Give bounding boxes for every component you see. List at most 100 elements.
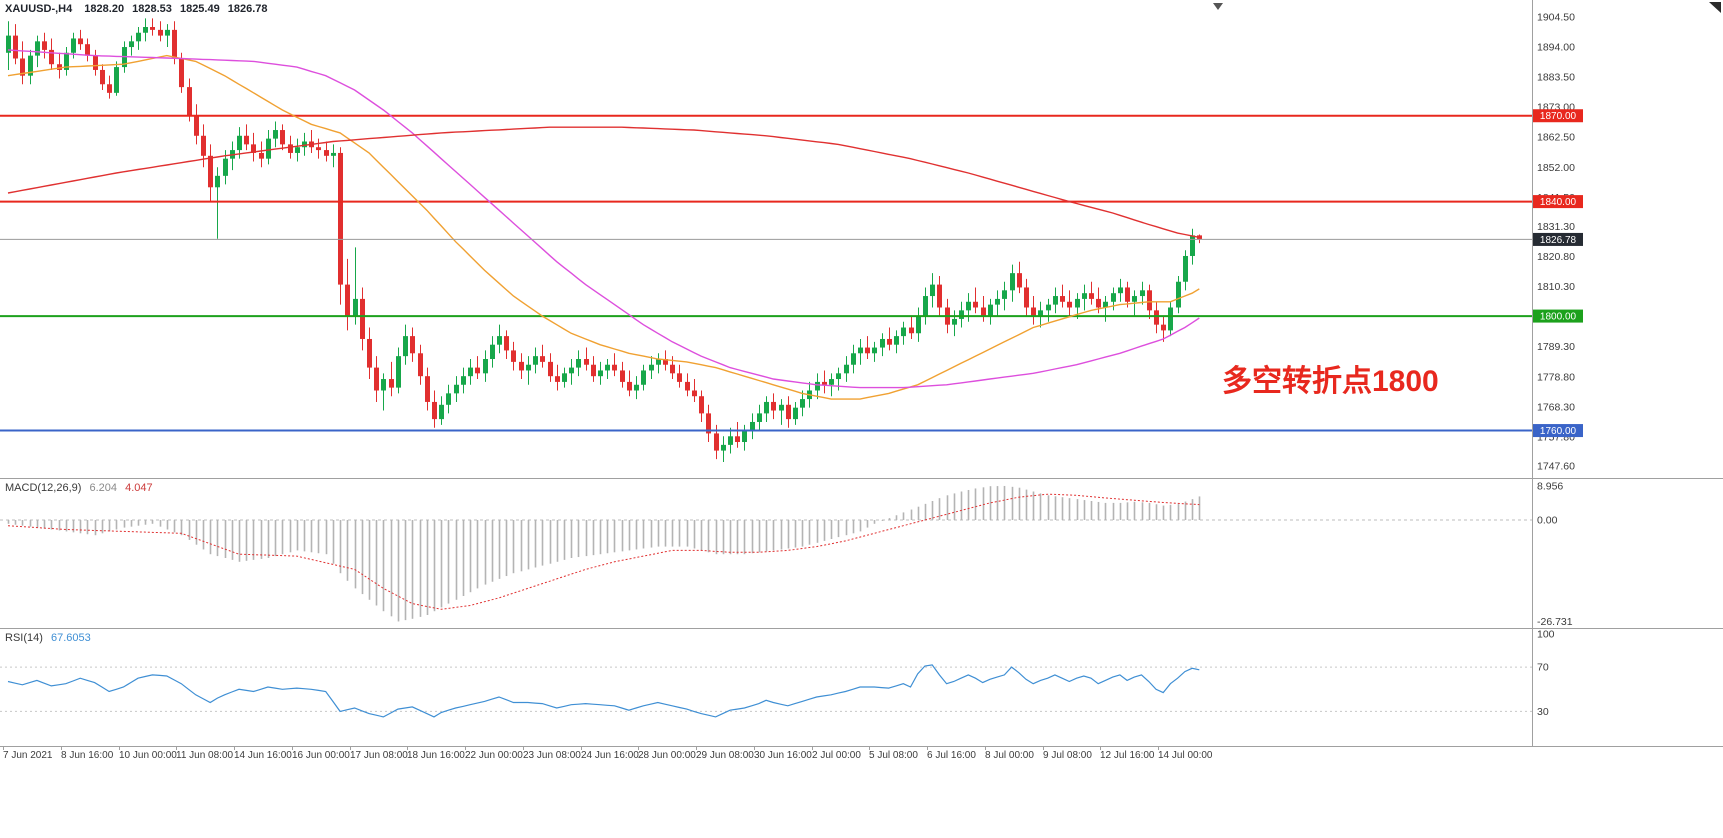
candle-body [273, 130, 278, 139]
time-axis-label: 16 Jun 00:00 [292, 750, 350, 761]
price-axis-label: 1862.50 [1537, 132, 1575, 144]
ohlc-open: 1828.20 [84, 3, 125, 15]
time-axis-label: 23 Jun 08:00 [523, 750, 581, 761]
rsi-value: 67.6053 [50, 632, 91, 644]
candle-body [165, 29, 170, 36]
candle-body [302, 141, 307, 148]
rsi-axis-label: 100 [1537, 629, 1555, 641]
candle-body [6, 35, 11, 53]
candle-body [454, 384, 459, 394]
candle-body [735, 436, 740, 443]
candle-body [844, 364, 849, 374]
time-axis-label: 17 Jun 08:00 [350, 750, 408, 761]
candle-body [988, 304, 993, 317]
time-axis-label: 22 Jun 00:00 [465, 750, 523, 761]
candle-body [750, 421, 755, 431]
candle-body [641, 370, 646, 385]
annotation-text[interactable]: 多空转折点1800 [1222, 365, 1439, 398]
candle-body [1038, 310, 1043, 317]
macd-signal-value: 4.047 [125, 482, 153, 494]
candle-body [107, 84, 112, 93]
candle-body [771, 401, 776, 411]
candle-body [187, 87, 192, 116]
price-badge-text: 1826.78 [1540, 235, 1577, 246]
candle-body [526, 364, 531, 371]
candle-body [540, 356, 545, 362]
price-axis-label: 1778.80 [1537, 371, 1575, 383]
candle-body [259, 152, 264, 159]
candle-body [793, 407, 798, 420]
time-axis-label: 30 Jun 16:00 [754, 750, 812, 761]
candle-body [1140, 290, 1145, 297]
macd-signal-line [7, 493, 1200, 610]
candle-body [418, 353, 423, 377]
candle-body [483, 359, 488, 374]
candle-body [410, 336, 415, 354]
candle-body [858, 347, 863, 354]
candle-body [576, 359, 581, 368]
time-axis-label: 9 Jul 08:00 [1043, 750, 1092, 761]
candle-body [1161, 324, 1166, 331]
candle-body [973, 301, 978, 308]
candle-body [215, 175, 220, 188]
candle-body [324, 150, 329, 156]
candle-body [1075, 298, 1080, 308]
candle-body [1132, 296, 1137, 302]
candle-body [360, 298, 365, 339]
candle-body [439, 404, 444, 420]
time-axis-label: 7 Jun 2021 [3, 750, 53, 761]
candle-body [468, 367, 473, 377]
candle-body [909, 327, 914, 334]
candle-body [598, 370, 603, 377]
macd-name: MACD(12,26,9) [5, 482, 82, 494]
candle-body [555, 376, 560, 382]
time-axis-label: 8 Jul 00:00 [985, 750, 1034, 761]
candle-body [1125, 287, 1130, 302]
candle-body [620, 370, 625, 382]
candle-body [208, 155, 213, 188]
candle-body [692, 390, 697, 397]
candle-body [1024, 287, 1029, 308]
ma-magenta-line [7, 49, 1200, 389]
candle-body [71, 38, 76, 53]
candle-body [1111, 293, 1116, 302]
ohlc-low: 1825.49 [179, 3, 220, 15]
candle-body [815, 381, 820, 391]
candle-body [887, 338, 892, 345]
candle-body [981, 307, 986, 317]
time-axis-label: 29 Jun 08:00 [696, 750, 754, 761]
candle-body [28, 55, 33, 76]
candle-body [295, 147, 300, 153]
price-axis-label: 1894.00 [1537, 42, 1575, 54]
candle-body [504, 336, 509, 351]
candle-body [1118, 287, 1123, 294]
candle-body [93, 55, 98, 70]
price-badge-text: 1800.00 [1540, 312, 1577, 323]
candle-body [591, 364, 596, 377]
time-axis-label: 18 Jun 16:00 [407, 750, 465, 761]
candle-body [959, 310, 964, 319]
candle-body [894, 336, 899, 345]
price-badge [1533, 424, 1583, 438]
ohlc-high: 1828.53 [132, 3, 172, 15]
candle-body [937, 284, 942, 308]
candle-body [396, 356, 401, 388]
candle-body [490, 344, 495, 360]
candle-body [634, 384, 639, 391]
candle-body [1082, 293, 1087, 299]
time-axis-label: 12 Jul 16:00 [1100, 750, 1155, 761]
candle-body [129, 41, 134, 48]
candle-body [57, 64, 62, 70]
candle-body [966, 301, 971, 311]
candle-body [1154, 310, 1159, 325]
price-axis-label: 1789.30 [1537, 341, 1575, 353]
candle-body [345, 284, 350, 317]
rsi-indicator-label: RSI(14) 67.6053 [5, 632, 96, 644]
candle-body [35, 41, 40, 56]
candle-body [872, 347, 877, 354]
candle-body [403, 336, 408, 357]
candle-body [880, 338, 885, 348]
time-axis-label: 8 Jun 16:00 [61, 750, 114, 761]
